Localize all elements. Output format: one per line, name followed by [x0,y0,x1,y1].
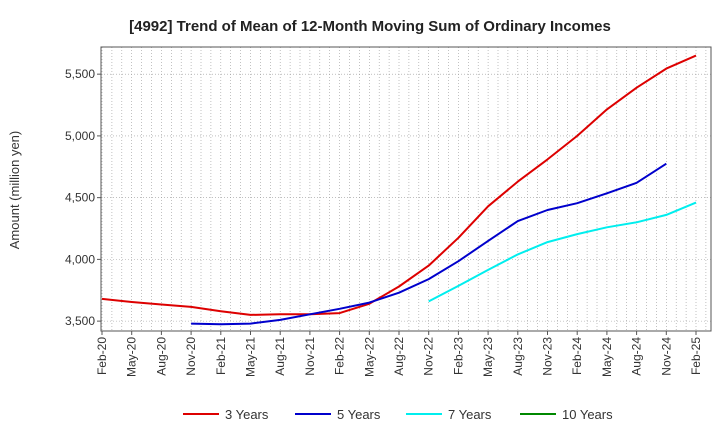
y-axis-label: Amount (million yen) [7,131,22,250]
x-tick-label: Nov-22 [422,337,436,376]
chart-title: [4992] Trend of Mean of 12-Month Moving … [129,18,611,35]
x-tick-label: Aug-24 [630,337,644,376]
x-tick-label: Feb-25 [689,337,703,375]
series-line-3-years [101,54,697,316]
x-tick-label: Aug-22 [392,337,406,376]
x-tick-label: Nov-20 [184,337,198,376]
x-tick-label: Feb-21 [214,337,228,375]
x-tick-label: May-24 [600,337,614,377]
legend-label-7-years: 7 Years [448,407,492,422]
x-tick-label: Nov-21 [303,337,317,376]
plot-area [101,47,711,331]
y-tick-label: 4,000 [65,252,95,266]
x-tick-label: May-20 [125,337,139,377]
y-tick-label: 5,000 [65,129,95,143]
y-tick-label: 3,500 [65,314,95,328]
x-axis-ticks: Feb-20 May-20 Aug-20 Nov-20 Feb-21 May-21 Aug-… [95,331,720,377]
x-tick-label: Nov-23 [541,337,555,376]
legend-label-10-years: 10 Years [562,407,613,422]
legend-label-5-years: 5 Years [337,407,381,422]
y-tick-label: 5,500 [65,67,95,81]
x-tick-label: May-22 [362,337,376,377]
series-lines [101,54,697,326]
plot-frame [100,46,712,332]
legend: 3 Years 5 Years 7 Years 10 Years [183,407,613,422]
series-line-7-years [428,201,697,303]
legend-label-3-years: 3 Years [225,407,269,422]
x-tick-label: May-23 [481,337,495,377]
x-tick-label: May-25 [719,337,720,377]
x-tick-label: Aug-21 [273,337,287,376]
x-tick-label: Feb-20 [95,337,109,375]
x-tick-label: Aug-20 [154,337,168,376]
x-tick-label: Feb-22 [333,337,347,375]
grid-lines [101,47,711,331]
x-tick-label: Nov-24 [659,337,673,376]
y-axis-ticks: 3,500 4,000 4,500 5,000 5,500 [65,67,101,328]
series-line-5-years [191,162,667,326]
y-tick-label: 4,500 [65,191,95,205]
x-tick-label: May-21 [244,337,258,377]
x-tick-label: Feb-23 [451,337,465,375]
x-tick-label: Aug-23 [511,337,525,376]
x-tick-label: Feb-24 [570,337,584,375]
